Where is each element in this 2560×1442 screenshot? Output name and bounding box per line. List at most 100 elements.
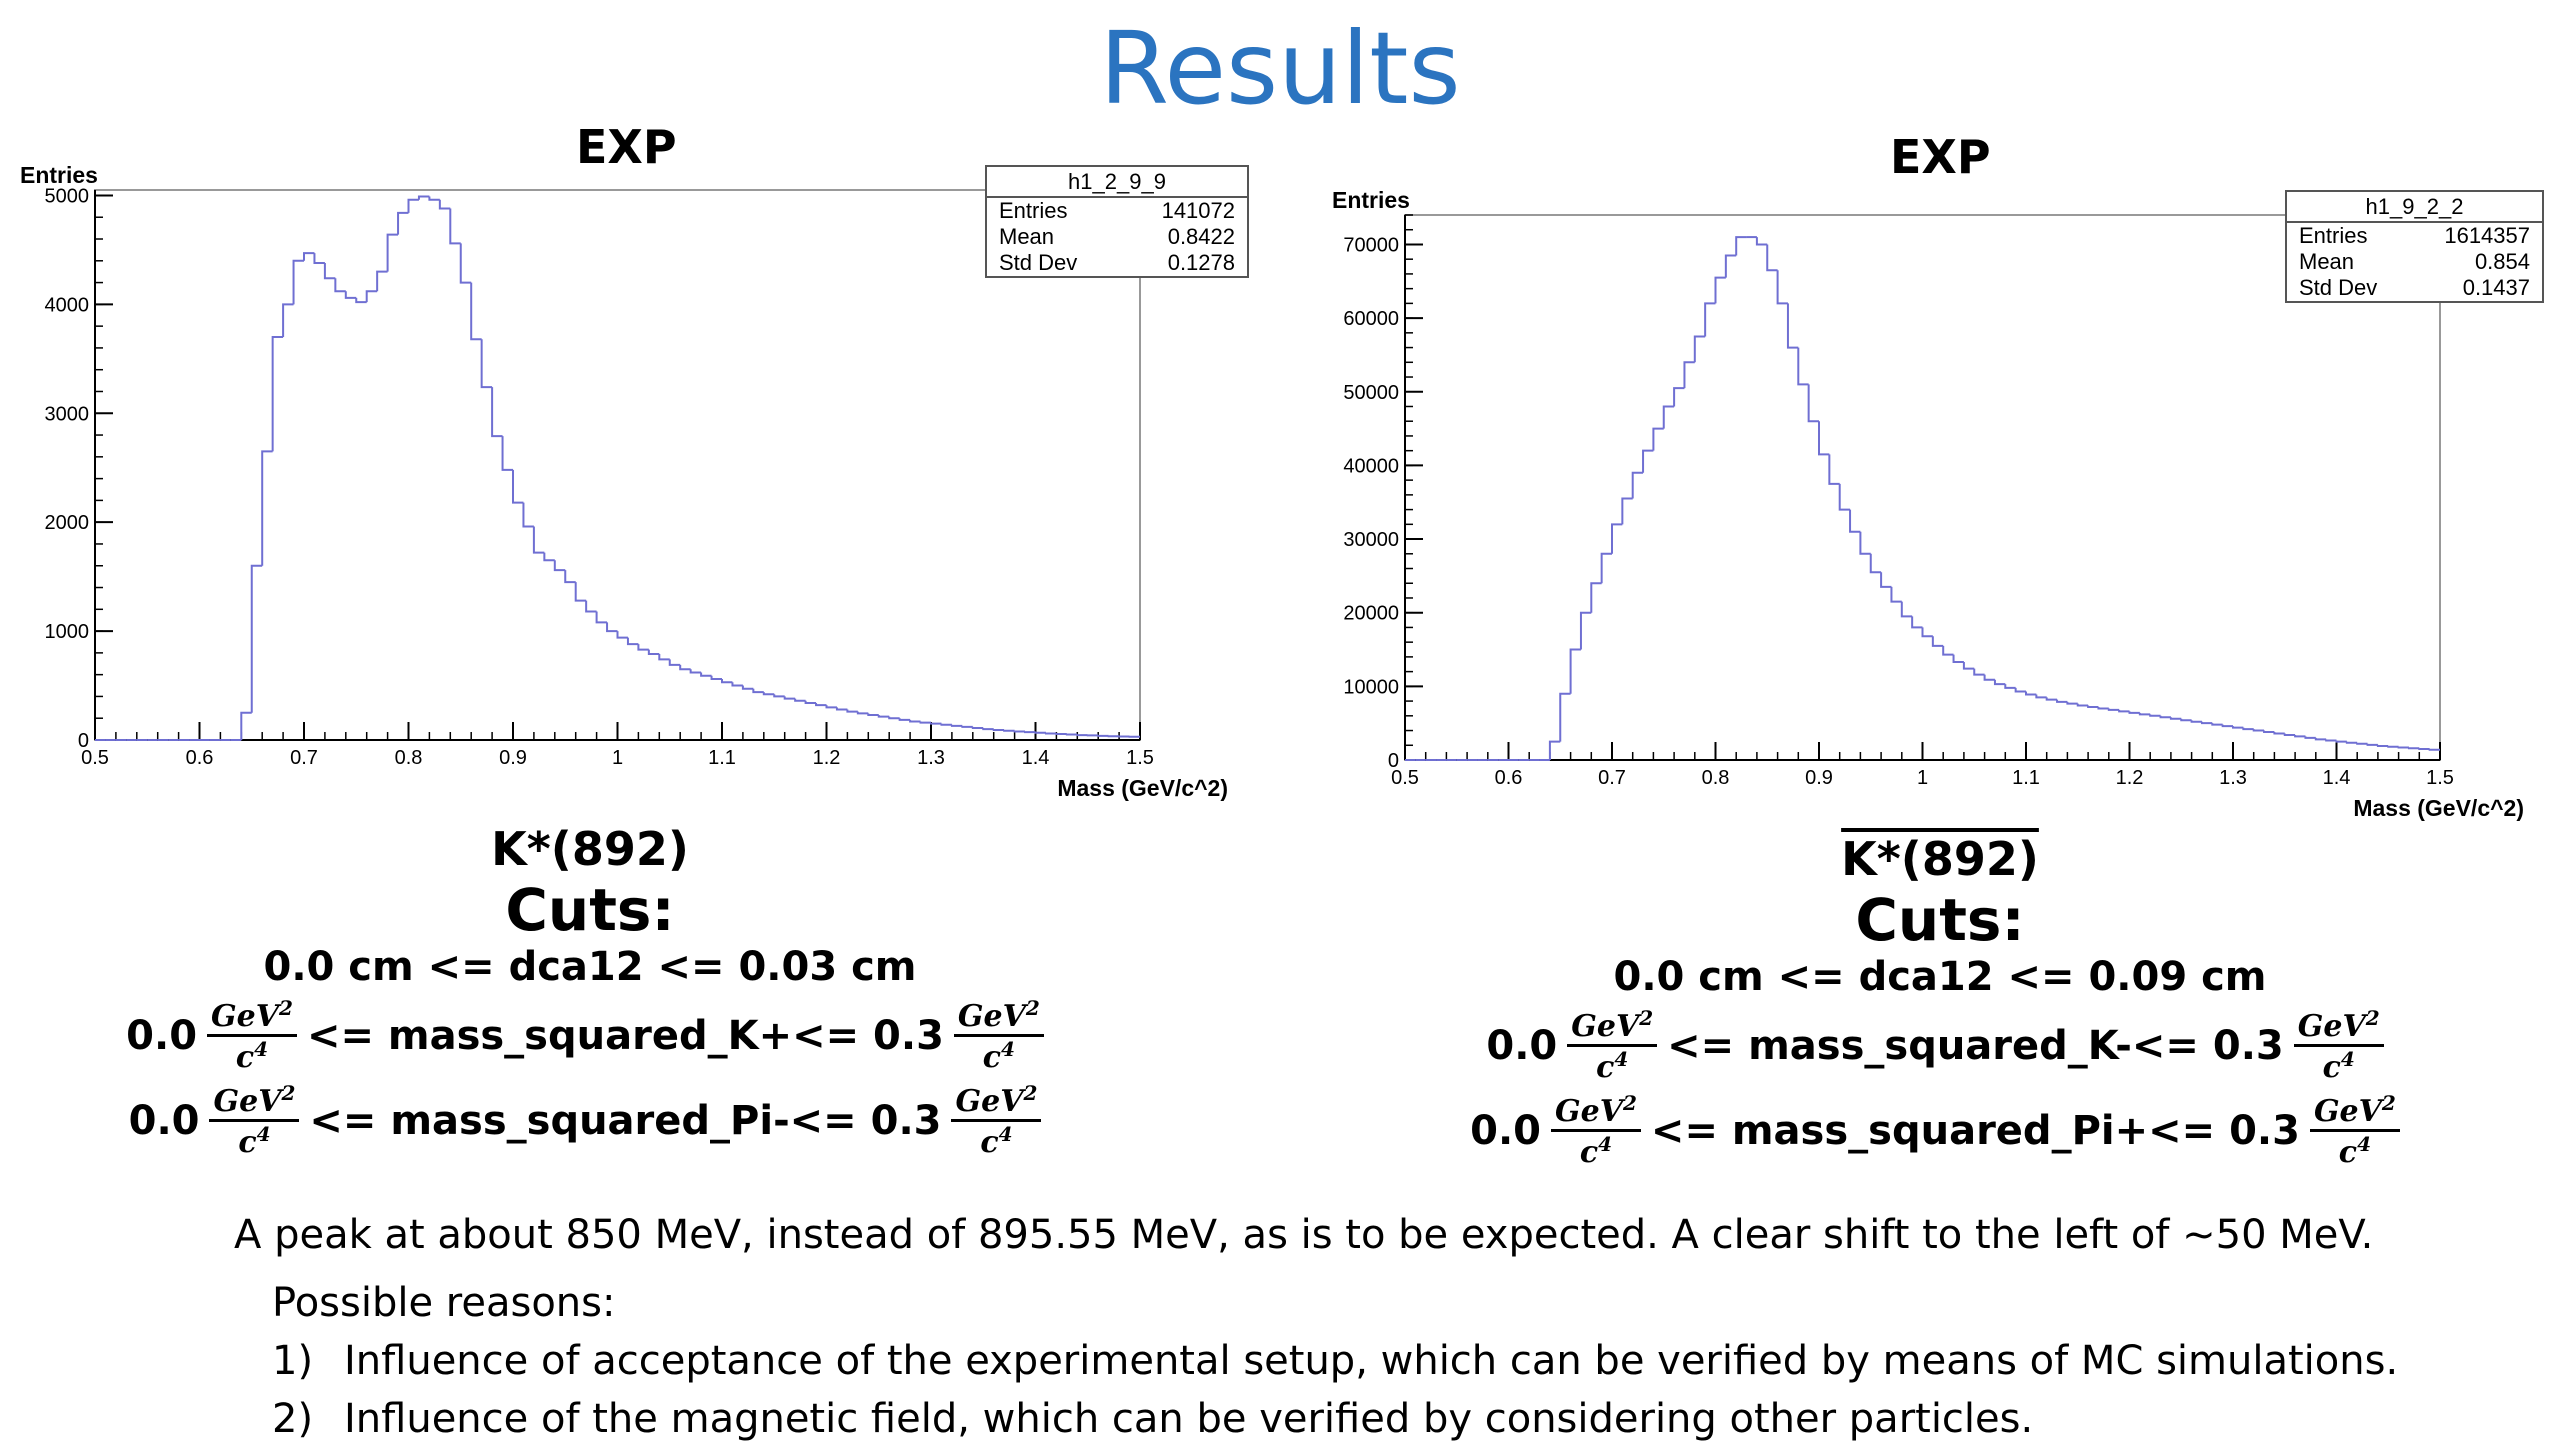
left-dca-cut: 0.0 cm <= dca12 <= 0.03 cm xyxy=(160,944,1020,990)
right-histogram-bin xyxy=(2171,717,2181,718)
right-histogram-bin xyxy=(2347,742,2357,743)
right-cuts-block: K*(892) Cuts: 0.0 cm <= dca12 <= 0.09 cm… xyxy=(1500,832,2380,1170)
right-x-axis-label: Mass (GeV/c^2) xyxy=(2353,795,2524,821)
right-x-tick-label: 1.1 xyxy=(2012,767,2040,789)
right-histogram-bin xyxy=(2150,714,2160,715)
right-histogram-bin xyxy=(1622,499,1632,525)
right-histogram-bin xyxy=(2430,749,2440,750)
right-histogram-bin xyxy=(2192,720,2202,721)
right-x-tick-label: 0.8 xyxy=(1702,767,1730,789)
right-histogram-bin xyxy=(1891,587,1901,602)
right-histogram-bin xyxy=(2274,732,2284,733)
right-histogram-bin xyxy=(2409,747,2419,748)
right-stats-mean: 0.854 xyxy=(2475,249,2530,275)
right-histogram-bin xyxy=(1819,421,1829,454)
right-histogram-bin xyxy=(2109,708,2119,709)
right-stats-box: h1_9_2_2 Entries 1614357 Mean 0.854 Std De… xyxy=(2285,190,2544,303)
reason-number: 1) xyxy=(272,1338,344,1384)
right-particle-name: K*(892) xyxy=(1500,832,2380,886)
right-histogram-bin xyxy=(1695,337,1705,363)
peak-observation-text: A peak at about 850 MeV, instead of 895.… xyxy=(234,1212,2373,1258)
right-histogram-bin xyxy=(2368,744,2378,745)
right-histogram-bin xyxy=(1560,694,1570,742)
right-histogram-bin xyxy=(1591,583,1601,612)
left-cuts-heading: Cuts: xyxy=(160,876,1020,944)
reason-number: 2) xyxy=(272,1396,344,1442)
right-histogram-bin xyxy=(2419,748,2429,749)
stats-entries-label: Entries xyxy=(2299,223,2367,249)
right-histogram-bin xyxy=(2254,729,2264,730)
right-histogram-bin xyxy=(1726,256,1736,278)
right-histogram-bin xyxy=(1943,646,1953,655)
right-histogram-bin xyxy=(2098,707,2108,708)
right-kaon-range: <= mass_squared_K-<= 0.3 xyxy=(1667,1023,2284,1069)
left-particle-name: K*(892) xyxy=(160,822,1020,876)
left-pion-lower: 0.0 xyxy=(129,1098,200,1144)
right-histogram-bin xyxy=(1933,636,1943,646)
right-cuts-heading: Cuts: xyxy=(1500,886,2380,954)
right-x-tick-label: 1 xyxy=(1917,767,1928,789)
right-histogram-bin xyxy=(1871,554,1881,572)
right-stats-stddev: 0.1437 xyxy=(2463,275,2530,301)
right-x-tick-label: 0.9 xyxy=(1805,767,1833,789)
right-histogram-bin xyxy=(2016,688,2026,692)
right-histogram-bin xyxy=(1995,680,2005,684)
right-histogram-bin xyxy=(2057,700,2067,702)
right-kaon-lower: 0.0 xyxy=(1486,1023,1557,1069)
right-histogram-bin xyxy=(2337,740,2347,741)
right-stats-entries: 1614357 xyxy=(2444,223,2530,249)
right-histogram-bin xyxy=(2388,746,2398,747)
right-histogram-bin xyxy=(2295,735,2305,736)
right-pion-lower: 0.0 xyxy=(1470,1108,1541,1154)
right-histogram-bin xyxy=(1829,454,1839,483)
right-histogram-bin xyxy=(1809,384,1819,421)
right-histogram-bin xyxy=(2223,725,2233,726)
left-cuts-block: K*(892) Cuts: 0.0 cm <= dca12 <= 0.03 cm… xyxy=(160,822,1020,1160)
stats-stddev-label: Std Dev xyxy=(2299,275,2377,301)
right-y-tick-label: 60000 xyxy=(1343,308,1399,330)
right-histogram-bin xyxy=(1653,429,1663,451)
right-histogram-bin xyxy=(2130,711,2140,712)
right-x-tick-label: 0.6 xyxy=(1495,767,1523,789)
right-pion-range: <= mass_squared_Pi+<= 0.3 xyxy=(1651,1108,2300,1154)
right-histogram-bin xyxy=(2316,738,2326,739)
right-histogram-bin xyxy=(1633,473,1643,499)
right-histogram-bin xyxy=(1550,742,1560,760)
right-histogram-bin xyxy=(2026,692,2036,695)
right-histogram-bin xyxy=(1974,669,1984,675)
right-histogram-bin xyxy=(1954,655,1964,662)
right-y-tick-label: 40000 xyxy=(1343,455,1399,477)
reasons-heading: Possible reasons: xyxy=(272,1280,615,1326)
right-histogram-bin xyxy=(2161,716,2171,717)
right-histogram-bin xyxy=(1612,524,1622,553)
right-histogram-bin xyxy=(2202,722,2212,723)
right-histogram-bin xyxy=(1674,388,1684,406)
right-histogram-bin xyxy=(2140,713,2150,714)
right-y-tick-label: 30000 xyxy=(1343,529,1399,551)
right-histogram-bin xyxy=(2119,710,2129,711)
right-x-tick-label: 0.7 xyxy=(1598,767,1626,789)
right-histogram-bin xyxy=(2212,723,2222,724)
right-histogram-bin xyxy=(2088,706,2098,707)
right-histogram-bin xyxy=(2285,733,2295,734)
right-y-tick-label: 10000 xyxy=(1343,676,1399,698)
right-histogram-bin xyxy=(2399,747,2409,748)
reason-text: Influence of the magnetic field, which c… xyxy=(344,1396,2033,1442)
right-stats-title: h1_9_2_2 xyxy=(2287,192,2542,223)
stats-mean-label: Mean xyxy=(2299,249,2354,275)
reason-item: 1) Influence of acceptance of the experi… xyxy=(272,1338,2398,1384)
reason-text: Influence of acceptance of the experimen… xyxy=(344,1338,2398,1384)
right-histogram-bin xyxy=(1902,602,1912,617)
right-x-tick-label: 1.5 xyxy=(2426,767,2454,789)
right-histogram-bin xyxy=(2233,726,2243,727)
